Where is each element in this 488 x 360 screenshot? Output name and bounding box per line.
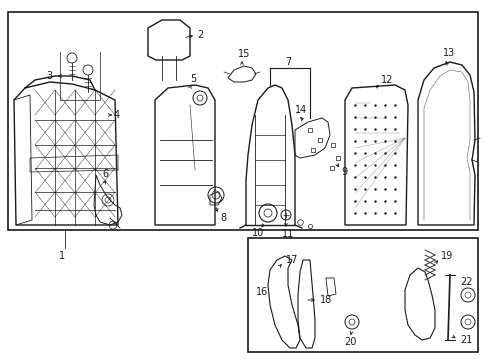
Text: 13: 13 [442, 48, 454, 58]
Text: 18: 18 [319, 295, 331, 305]
Text: 22: 22 [459, 277, 471, 287]
Text: 11: 11 [282, 229, 294, 239]
Text: 19: 19 [440, 251, 452, 261]
Text: 12: 12 [380, 75, 392, 85]
Text: 21: 21 [459, 335, 471, 345]
Text: 2: 2 [197, 30, 203, 40]
Text: 8: 8 [220, 213, 225, 223]
Text: 15: 15 [238, 49, 250, 59]
Text: 6: 6 [102, 169, 108, 179]
Text: 17: 17 [285, 255, 298, 265]
Text: 4: 4 [114, 110, 120, 120]
Text: 14: 14 [294, 105, 306, 115]
Text: 20: 20 [343, 337, 356, 347]
Text: 7: 7 [285, 57, 291, 67]
Text: 16: 16 [256, 287, 268, 297]
Text: 1: 1 [59, 251, 65, 261]
Text: 5: 5 [190, 74, 196, 84]
Text: 9: 9 [340, 167, 346, 177]
Text: 10: 10 [251, 228, 264, 238]
Text: 3: 3 [46, 71, 52, 81]
